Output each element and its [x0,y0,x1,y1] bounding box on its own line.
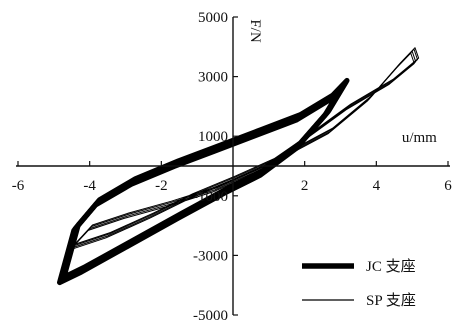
y-axis-label: F/N [247,19,263,43]
legend-label-jc: JC 支座 [366,258,416,275]
legend-label-sp: SP 支座 [366,292,416,309]
y-axis-ticks: 5000 3000 1000 -1000 -3000 -5000 [193,10,238,324]
y-tick-label: -5000 [193,308,228,324]
x-tick-label: 4 [373,178,381,194]
sp-loop-cycle [69,52,415,251]
x-tick-label: -4 [83,178,96,194]
jc-loop-cycle [61,77,350,280]
y-tick-label: 3000 [198,70,228,86]
x-axis-ticks: -6 -4 -2 2 4 6 [12,161,452,194]
sp-loop-cycle [74,47,420,245]
axes-layer: -6 -4 -2 2 4 6 5000 3000 1000 -1000 -3000 -5000 [12,10,453,324]
legend: JC 支座 SP 支座 [302,258,416,309]
y-tick-label: -3000 [193,248,228,264]
x-axis-label: u/mm [402,130,437,146]
y-tick-label: 5000 [198,10,228,26]
x-tick-label: -6 [12,178,25,194]
y-tick-label: -1000 [193,189,228,205]
y-tick-label: 1000 [198,129,228,145]
x-tick-label: 2 [301,178,309,194]
series-layer [57,47,420,286]
x-tick-label: 6 [444,178,452,194]
x-tick-label: -2 [155,178,168,194]
